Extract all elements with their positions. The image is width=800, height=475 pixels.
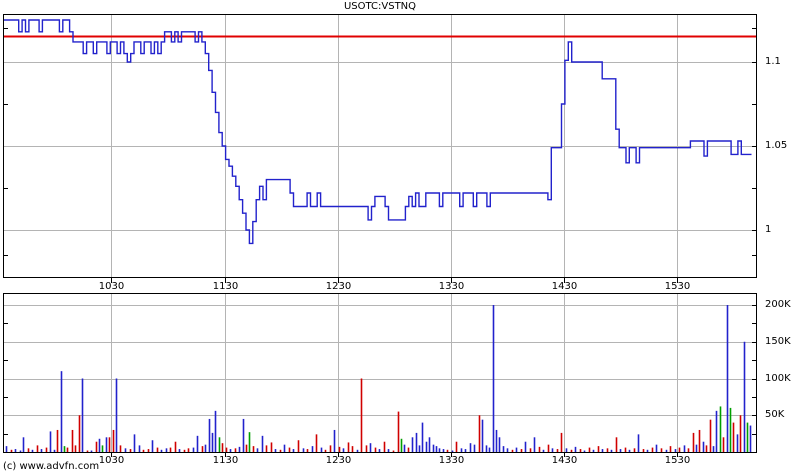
price-x-tick-label: 1530: [664, 281, 691, 292]
price-x-tick-label: 1330: [438, 281, 465, 292]
volume-x-tick-label: 1430: [551, 455, 578, 466]
volume-x-tick-label: 1530: [664, 455, 691, 466]
volume-x-tick-label: 1030: [98, 455, 125, 466]
price-x-axis-ticks: [111, 278, 678, 283]
volume-x-axis-ticks: [111, 453, 678, 457]
volume-chart-panel[interactable]: [3, 293, 757, 453]
price-x-tick-label: 1130: [212, 281, 239, 292]
price-x-tick-label: 1430: [551, 281, 578, 292]
price-x-tick-label: 1030: [98, 281, 125, 292]
price-y-tick-label: 1: [765, 223, 772, 235]
volume-y-tick-label: 100K: [765, 372, 791, 384]
volume-x-tick-label: 1130: [212, 455, 239, 466]
price-y-tick-label: 1.05: [765, 139, 788, 151]
watermark: (c) www.advfn.com: [3, 461, 100, 472]
volume-x-tick-label: 1330: [438, 455, 465, 466]
price-chart-panel[interactable]: [3, 14, 757, 278]
price-plot: [4, 15, 756, 277]
volume-y-tick-label: 50K: [765, 408, 785, 420]
volume-y-tick-label: 150K: [765, 335, 791, 347]
volume-x-tick-label: 1230: [325, 455, 352, 466]
price-x-tick-label: 1230: [325, 281, 352, 292]
volume-plot: [4, 294, 756, 452]
volume-x-axis: [0, 453, 800, 469]
volume-y-tick-label: 200K: [765, 298, 791, 310]
price-x-axis: [0, 278, 800, 293]
price-y-tick-label: 1.1: [765, 55, 781, 67]
page-title: USOTC:VSTNQ: [343, 1, 417, 12]
